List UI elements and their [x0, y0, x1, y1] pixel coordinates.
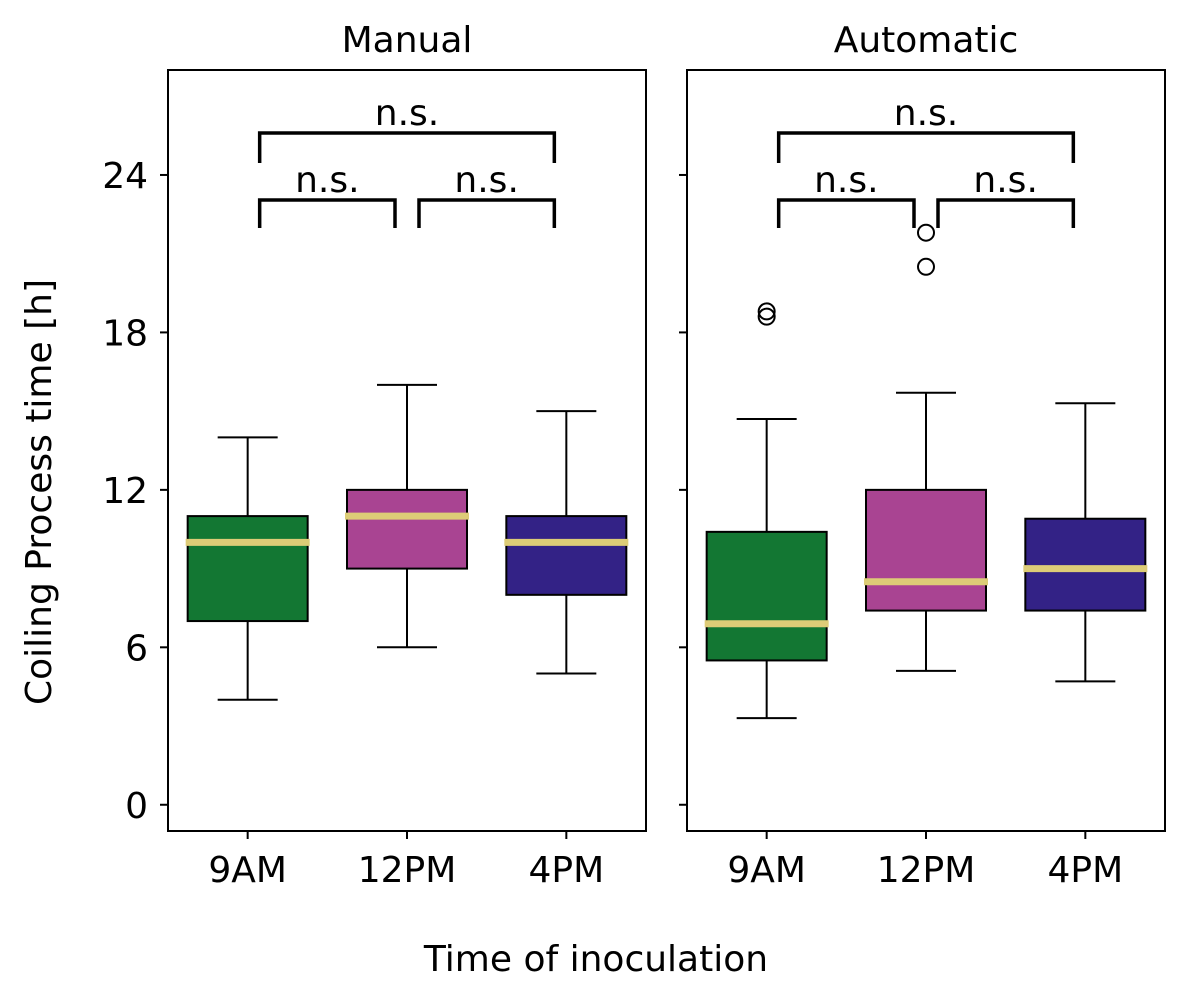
y-tick-label: 24 — [102, 156, 148, 197]
panel-manual: Manual 0 6 12 18 24 9AM 12PM 4PM n.s. n.s. n.s. — [102, 20, 647, 891]
y-tick-label: 12 — [102, 471, 148, 512]
y-tick-label: 6 — [125, 628, 148, 669]
iqr-box — [505, 515, 628, 596]
x-axis-label: Time of inoculation — [423, 939, 768, 980]
y-axis-label: Coiling Process time [h] — [19, 279, 60, 705]
outlier-point — [917, 223, 935, 242]
significance-label: n.s. — [814, 160, 878, 201]
box-9am — [185, 436, 310, 701]
outlier-point — [917, 257, 935, 276]
iqr-box — [346, 488, 468, 570]
panel-automatic: Automatic 9AM 12PM 4PM n.s. n.s. n.s. — [679, 20, 1166, 891]
panel-frame — [686, 69, 1166, 832]
box-12pm — [864, 223, 988, 672]
significance-bracket: n.s. — [257, 93, 557, 163]
outlier-point — [757, 307, 776, 326]
significance-bracket: n.s. — [776, 160, 916, 228]
significance-bracket: n.s. — [417, 160, 557, 228]
bracket-line — [257, 131, 557, 163]
panel-title: Automatic — [834, 20, 1019, 61]
significance-label: n.s. — [454, 160, 518, 201]
iqr-box — [186, 515, 309, 623]
significance-bracket: n.s. — [257, 160, 397, 228]
bracket-line — [936, 198, 1076, 228]
bracket-line — [417, 198, 557, 228]
iqr-box — [865, 488, 987, 612]
bracket-line — [776, 198, 916, 228]
box-12pm — [345, 383, 469, 649]
iqr-box — [705, 530, 828, 662]
significance-label: n.s. — [375, 93, 439, 134]
box-4pm — [504, 410, 629, 675]
x-tick-label: 9AM — [208, 850, 287, 891]
significance-bracket: n.s. — [776, 93, 1076, 163]
iqr-box — [1024, 517, 1147, 612]
x-tick-label: 9AM — [727, 850, 806, 891]
box-4pm — [1023, 402, 1148, 683]
box-9am — [704, 302, 829, 720]
x-tick-label: 12PM — [358, 850, 457, 891]
panel-title: Manual — [342, 20, 473, 61]
x-tick-label: 4PM — [1047, 850, 1123, 891]
bracket-line — [257, 198, 397, 228]
x-tick-label: 12PM — [877, 850, 976, 891]
significance-label: n.s. — [973, 160, 1037, 201]
x-tick-label: 4PM — [528, 850, 604, 891]
y-tick-label: 0 — [125, 786, 148, 827]
significance-label: n.s. — [295, 160, 359, 201]
bracket-line — [776, 131, 1076, 163]
panel-frame — [167, 69, 647, 832]
y-tick-label: 18 — [102, 313, 148, 354]
outlier-point — [757, 302, 776, 321]
significance-bracket: n.s. — [936, 160, 1076, 228]
significance-label: n.s. — [894, 93, 958, 134]
